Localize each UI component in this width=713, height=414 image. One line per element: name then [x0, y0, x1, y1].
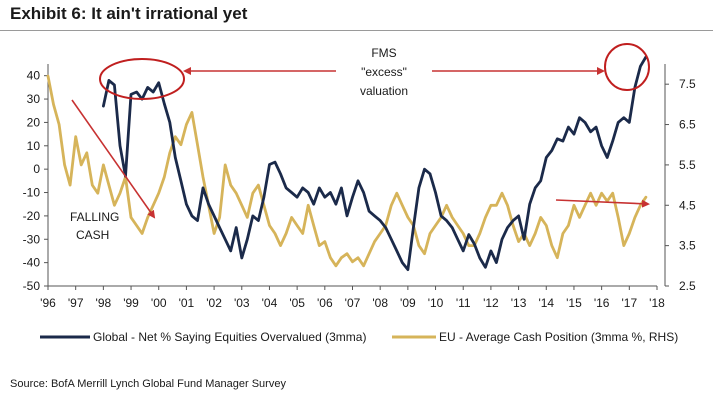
excess-circle-right	[604, 43, 650, 91]
excess-circle-left	[99, 58, 185, 100]
page-title: Exhibit 6: It ain't irrational yet	[10, 4, 248, 23]
fms-label-line2: "excess"	[361, 65, 407, 79]
right-tick-label: 5.5	[679, 158, 696, 172]
title-divider	[0, 30, 713, 31]
x-tick-label: '18	[649, 296, 665, 310]
series-line-eu	[46, 74, 648, 268]
x-tick-label: '02	[206, 296, 222, 310]
left-tick-label: 10	[27, 139, 41, 153]
right-tick-label: 3.5	[679, 239, 696, 253]
falling-cash-arrow	[71, 99, 156, 219]
left-tick-label: -30	[23, 232, 41, 246]
left-axis-ticks: -50 -40 -30 -20 -10 0 10 20 30 40	[23, 69, 48, 293]
left-tick-label: 40	[27, 69, 41, 83]
x-axis-ticks: '96 '97 '98 '99 '00 '01 '02 '03 '04 '05 '06 '07 '08 '…	[40, 286, 665, 310]
left-tick-label: -40	[23, 256, 41, 270]
x-tick-label: '05	[289, 296, 305, 310]
x-tick-label: '15	[566, 296, 582, 310]
source-note: Source: BofA Merrill Lynch Global Fund M…	[10, 378, 286, 390]
legend-label-eu: EU - Average Cash Position (3mma %, RHS)	[439, 330, 678, 344]
x-tick-label: '16	[594, 296, 610, 310]
x-tick-label: '07	[345, 296, 361, 310]
x-tick-label: '99	[123, 296, 139, 310]
recent-cash-arrow	[555, 199, 650, 208]
x-tick-label: '01	[179, 296, 195, 310]
x-tick-label: '06	[317, 296, 333, 310]
right-tick-label: 4.5	[679, 198, 696, 212]
falling-label-line2: CASH	[76, 228, 109, 242]
left-tick-label: -10	[23, 186, 41, 200]
fms-label-line3: valuation	[360, 84, 408, 98]
chart-annotations: FMS "excess" valuation FALLING CASH	[70, 43, 650, 242]
x-tick-label: '97	[68, 296, 84, 310]
left-tick-label: -20	[23, 209, 41, 223]
falling-label-line1: FALLING	[70, 210, 119, 224]
x-tick-label: '13	[511, 296, 527, 310]
left-tick-label: 30	[27, 92, 41, 106]
x-tick-label: '08	[372, 296, 388, 310]
fms-label-line1: FMS	[371, 46, 396, 60]
x-tick-label: '03	[234, 296, 250, 310]
x-tick-label: '96	[40, 296, 56, 310]
series-eu-cash	[46, 74, 648, 268]
chart-legend: Global - Net % Saying Equities Overvalue…	[40, 330, 678, 344]
x-tick-label: '12	[483, 296, 499, 310]
right-tick-label: 6.5	[679, 118, 696, 132]
right-tick-label: 7.5	[679, 77, 696, 91]
left-tick-label: 20	[27, 115, 41, 129]
right-axis-ticks: 2.5 3.5 4.5 5.5 6.5 7.5	[665, 77, 696, 293]
x-tick-label: '10	[428, 296, 444, 310]
right-tick-label: 2.5	[679, 279, 696, 293]
x-tick-label: '00	[151, 296, 167, 310]
x-tick-label: '17	[621, 296, 637, 310]
x-tick-label: '09	[400, 296, 416, 310]
left-tick-label: 0	[33, 162, 40, 176]
x-tick-label: '11	[456, 296, 471, 310]
legend-label-global: Global - Net % Saying Equities Overvalue…	[93, 330, 366, 344]
series-line-global	[102, 55, 648, 272]
series-global-overvalued	[102, 55, 648, 272]
x-tick-label: '98	[96, 296, 112, 310]
x-tick-label: '14	[538, 296, 554, 310]
x-tick-label: '04	[262, 296, 278, 310]
left-tick-label: -50	[23, 279, 41, 293]
